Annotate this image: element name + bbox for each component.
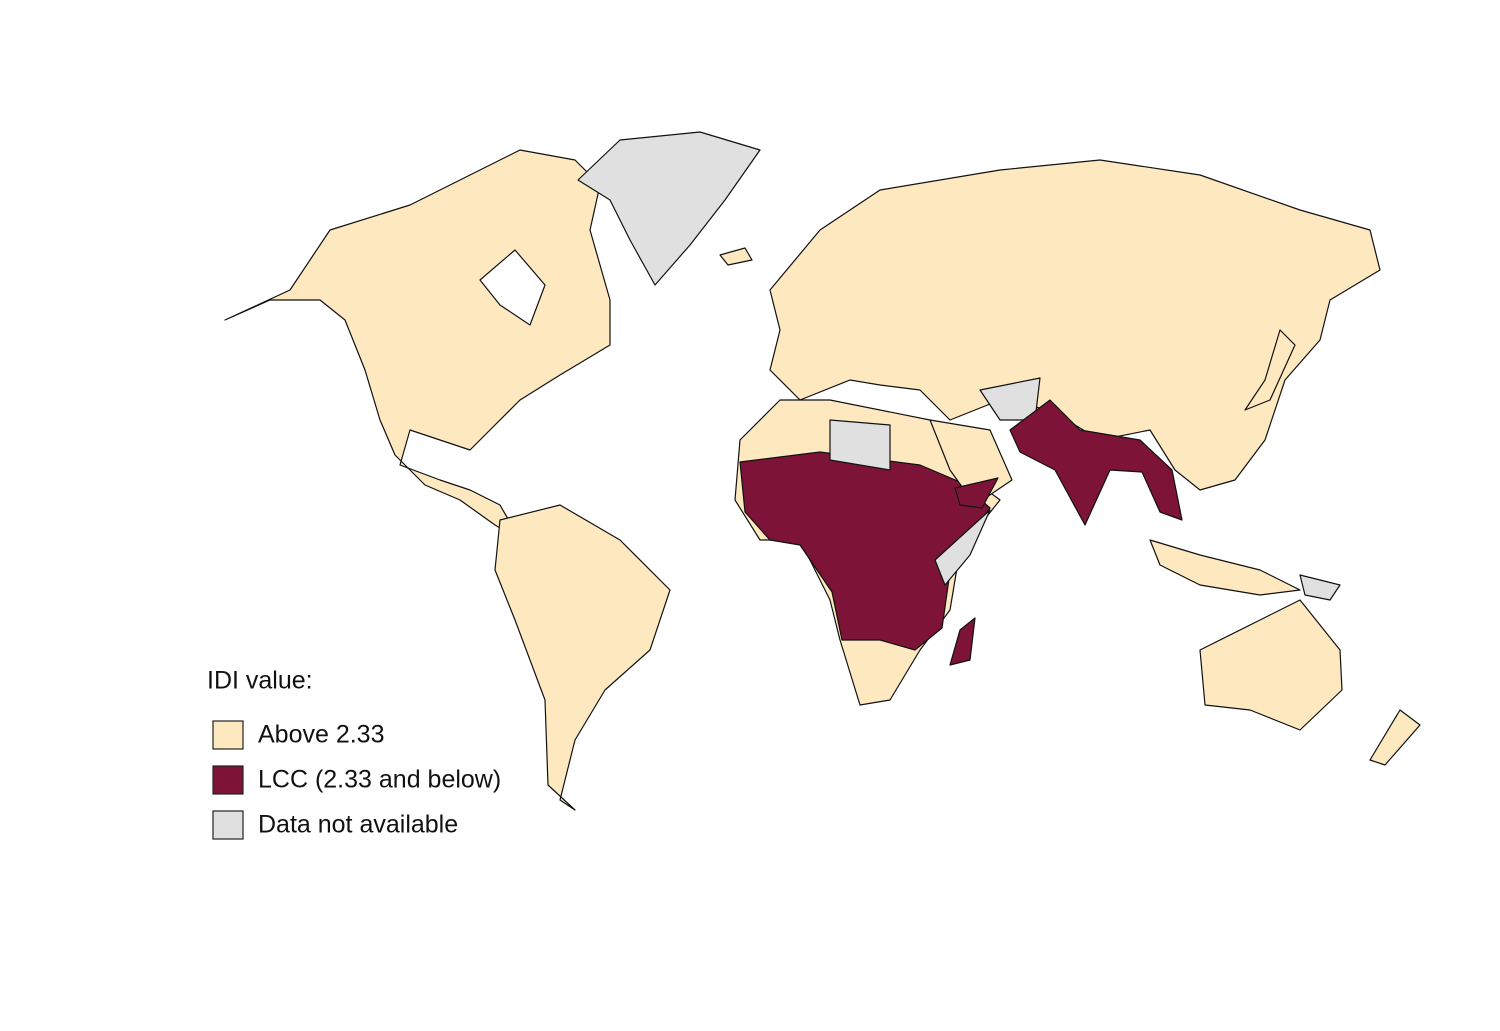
legend-swatch [212, 720, 244, 750]
legend-title: IDI value: [207, 667, 313, 695]
new-zealand [1369, 709, 1421, 766]
iceland [719, 247, 753, 266]
japan [1244, 329, 1296, 411]
libya [829, 419, 891, 471]
hudson-bay [479, 249, 546, 326]
africa-lcc [739, 451, 991, 651]
legend-swatch [212, 810, 244, 840]
greenland [577, 131, 761, 286]
legend-label: Above 2.33 [258, 721, 385, 749]
yemen [954, 477, 999, 509]
legend-swatch [212, 765, 244, 795]
legend: IDI value: Above 2.33 LCC (2.33 and belo… [207, 667, 501, 840]
eurasia [769, 159, 1381, 491]
south-asia-lcc [1009, 399, 1183, 526]
australia [1199, 599, 1343, 731]
legend-label: Data not available [258, 811, 458, 839]
madagascar [949, 617, 976, 666]
south-america [494, 504, 671, 811]
somalia [934, 509, 991, 586]
north-america [224, 149, 611, 541]
world-map [224, 131, 1421, 811]
legend-label: LCC (2.33 and below) [258, 766, 501, 794]
indonesia [1149, 539, 1301, 596]
papua [1299, 574, 1341, 601]
